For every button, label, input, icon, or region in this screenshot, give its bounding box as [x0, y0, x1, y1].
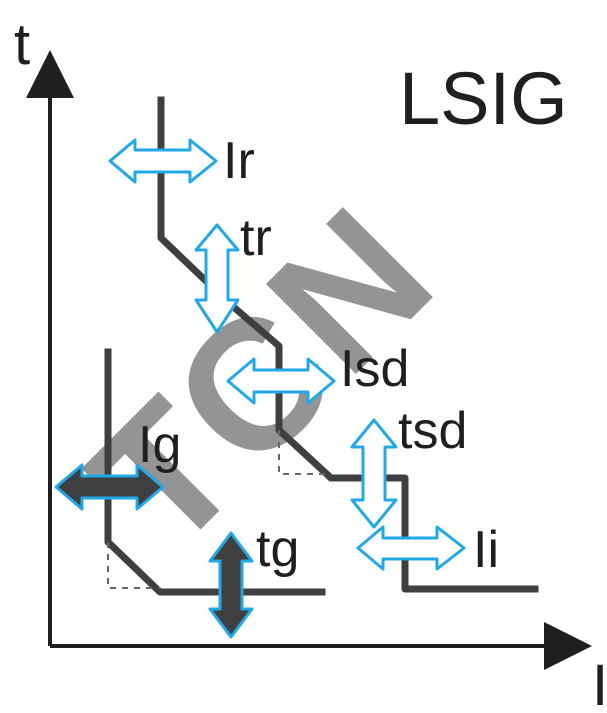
tsd-arrow: [350, 418, 398, 529]
ig-arrow: [54, 463, 165, 511]
ir-label: Ir: [223, 132, 255, 190]
x-axis-label: I: [592, 653, 607, 713]
tg-label: tg: [256, 520, 299, 578]
ii-arrow: [356, 525, 466, 571]
tsd-label: tsd: [398, 402, 467, 460]
isd-label: Isd: [340, 340, 409, 398]
tr-arrow: [194, 223, 240, 334]
tr-label: tr: [240, 209, 272, 267]
ir-arrow: [108, 138, 218, 184]
ii-label: Ii: [473, 521, 499, 579]
main-curve-dashed-guide: [278, 430, 331, 475]
tg-arrow: [208, 531, 254, 639]
y-axis-label: t: [14, 12, 30, 77]
diagram-title: LSIG: [399, 57, 568, 140]
isd-arrow: [226, 357, 336, 405]
ig-label: Ig: [138, 416, 181, 474]
ground-curve-dashed-guide: [107, 542, 160, 589]
